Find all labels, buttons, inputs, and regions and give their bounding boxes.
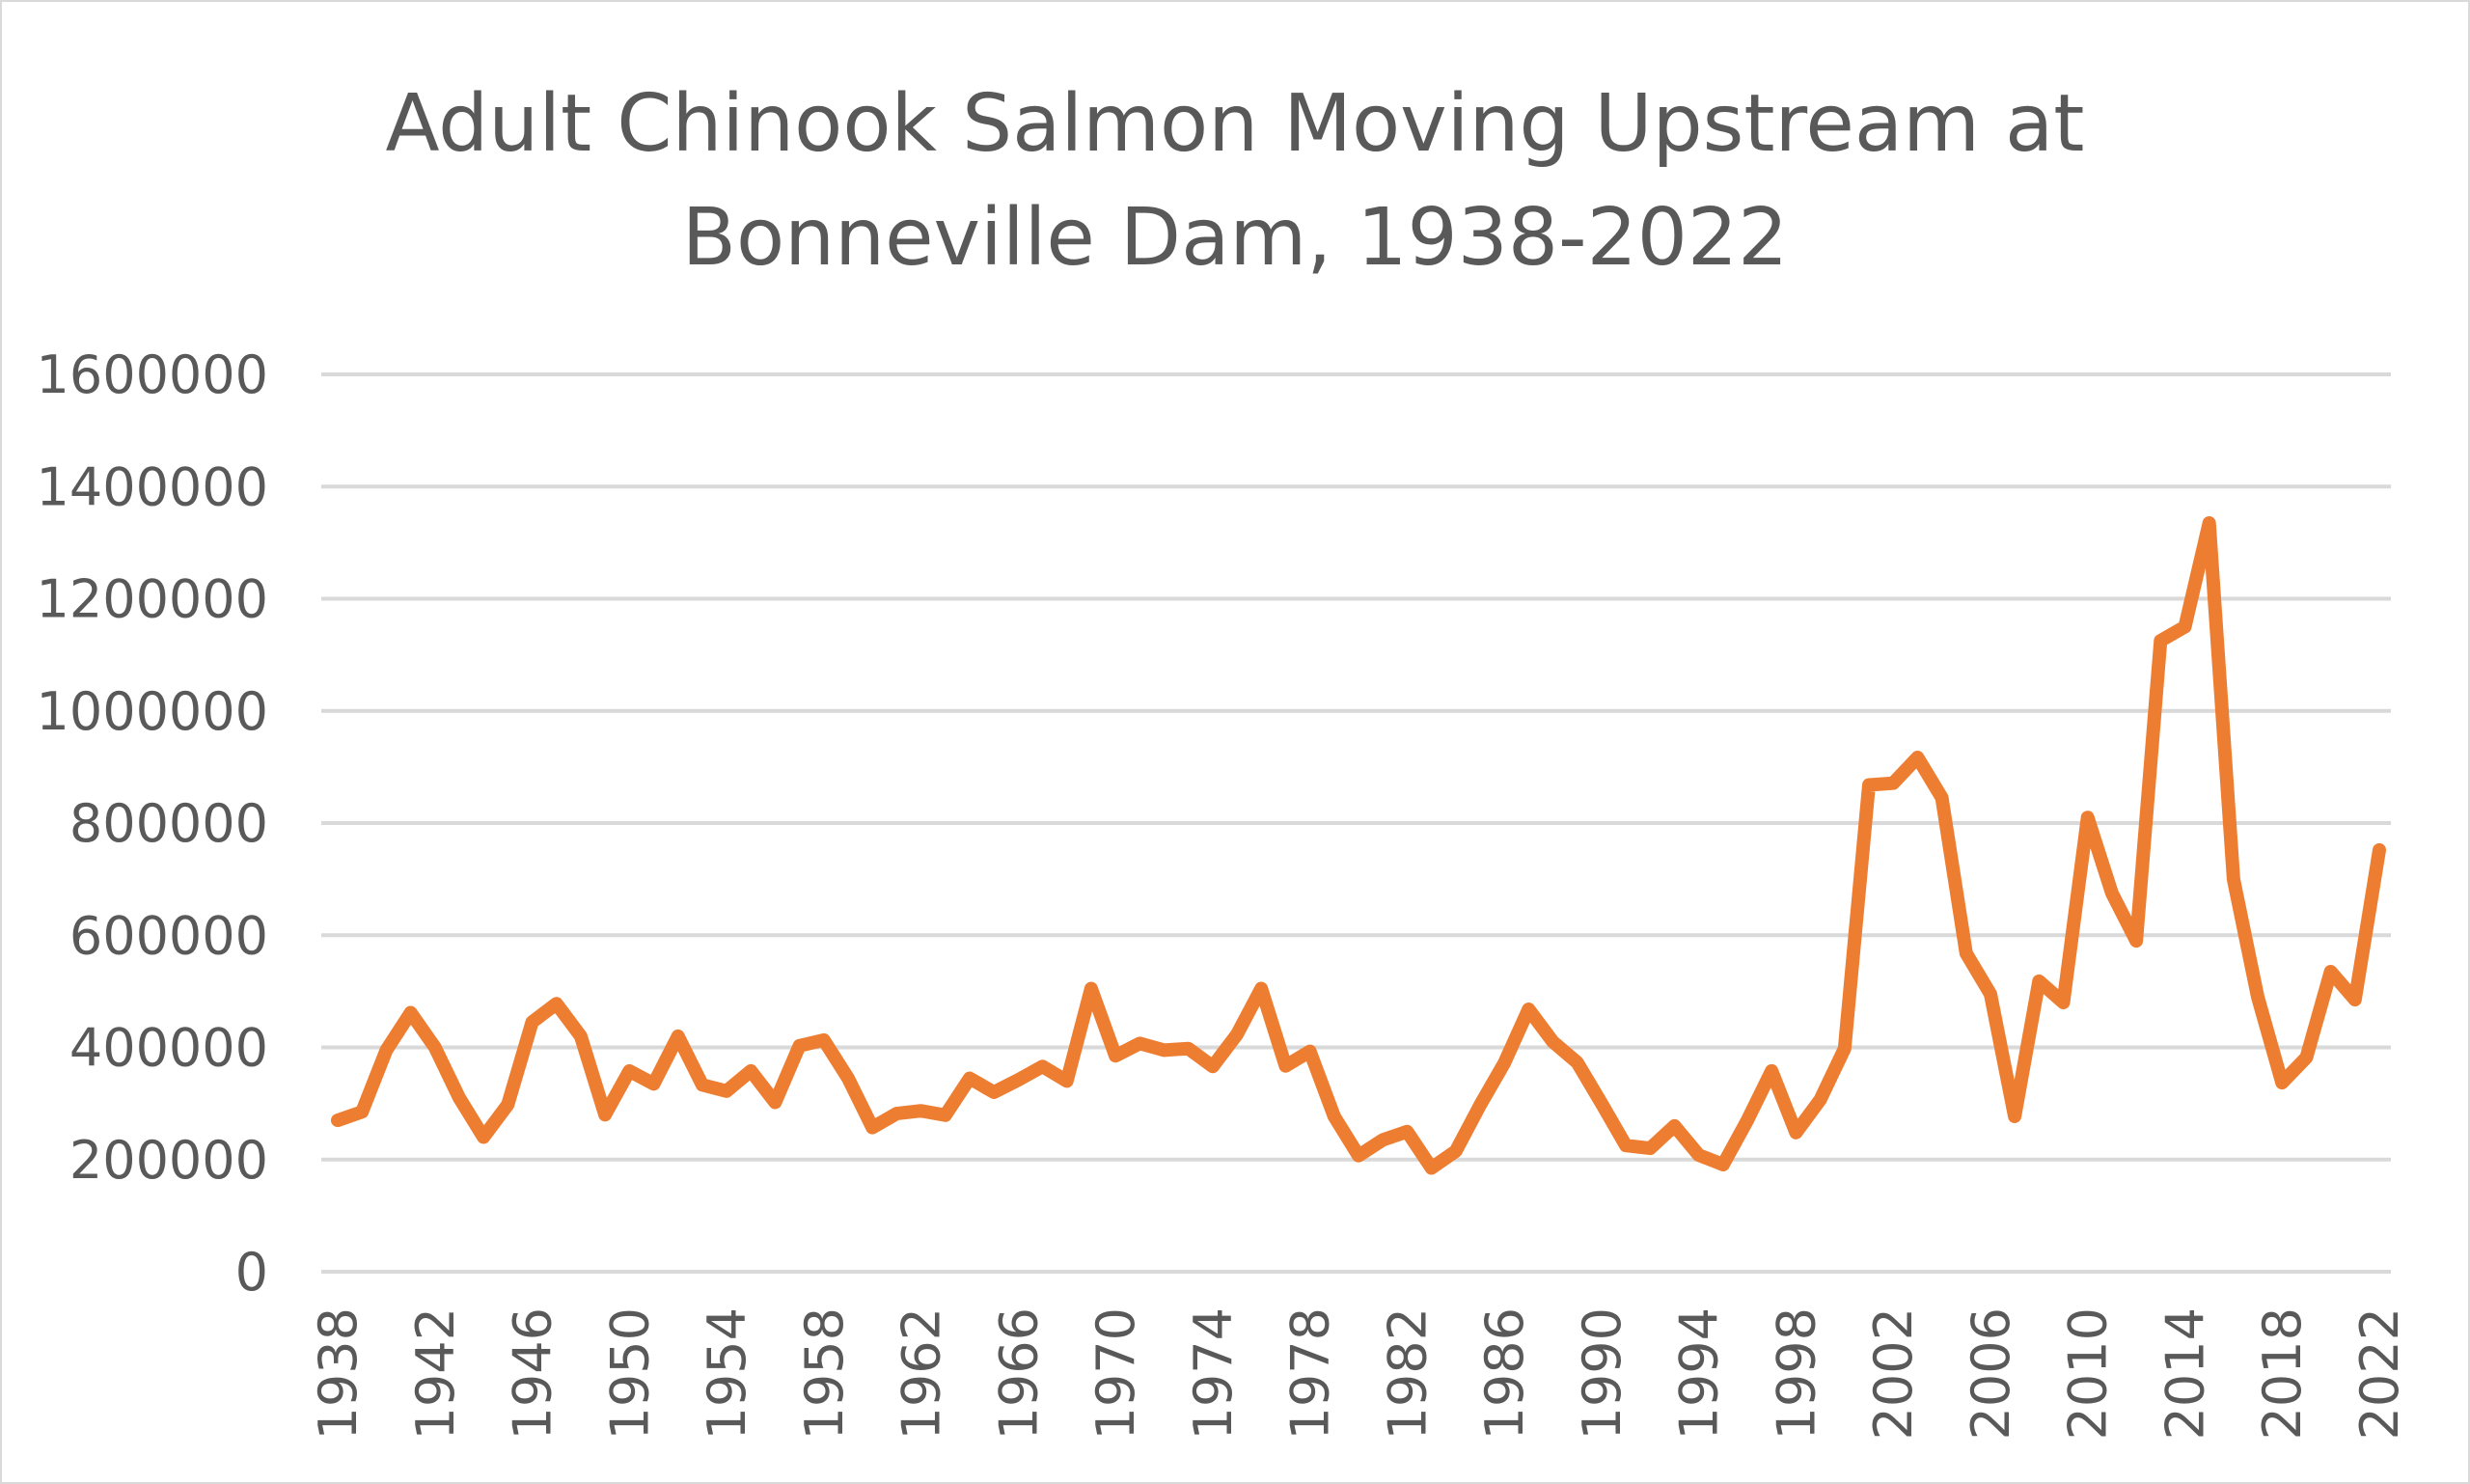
x-tick-label: 2010 xyxy=(2058,1307,2119,1440)
x-tick-label: 1950 xyxy=(599,1307,660,1440)
x-tick-label: 2022 xyxy=(2349,1307,2410,1440)
x-tick-label: 1966 xyxy=(988,1307,1049,1440)
x-tick-label: 1990 xyxy=(1572,1307,1633,1440)
series-line-0 xyxy=(331,516,2386,1175)
y-tick-label: 1400000 xyxy=(37,456,269,517)
chart-title-line-1: Adult Chinook Salmon Moving Upstream at xyxy=(385,78,2085,170)
x-tick-label: 1962 xyxy=(892,1307,952,1440)
x-tick-label: 1986 xyxy=(1474,1307,1535,1440)
y-tick-label: 0 xyxy=(235,1242,268,1303)
y-tick-label: 400000 xyxy=(69,1018,268,1079)
x-tick-label: 1994 xyxy=(1669,1307,1730,1440)
x-tick-label: 1998 xyxy=(1766,1307,1826,1440)
x-tick-label: 1942 xyxy=(405,1307,466,1440)
x-axis-tick-labels: 1938 1942 1946 1950 1954 1958 1962 1966 1970 1974… xyxy=(308,1307,2410,1440)
x-tick-label: 2002 xyxy=(1863,1307,1924,1440)
y-tick-label: 1200000 xyxy=(37,569,269,630)
y-tick-label: 200000 xyxy=(69,1130,268,1191)
x-tick-label: 2006 xyxy=(1961,1307,2021,1440)
x-tick-label: 1946 xyxy=(503,1307,563,1440)
x-tick-label: 1938 xyxy=(308,1307,369,1440)
chart-title: Adult Chinook Salmon Moving Upstream at … xyxy=(0,68,2470,295)
x-tick-label: 1974 xyxy=(1183,1307,1244,1440)
y-axis-tick-labels: 0 200000 400000 600000 800000 1000000 1200000 1… xyxy=(37,344,269,1303)
x-tick-label: 2014 xyxy=(2154,1307,2215,1440)
x-tick-label: 2018 xyxy=(2252,1307,2313,1440)
x-tick-label: 1954 xyxy=(697,1307,757,1440)
chart-title-line-2: Bonneville Dam, 1938-2022 xyxy=(681,192,1789,284)
x-tick-label: 1982 xyxy=(1377,1307,1438,1440)
y-tick-label: 800000 xyxy=(69,793,268,854)
series-layer xyxy=(331,516,2386,1175)
x-tick-label: 1978 xyxy=(1280,1307,1341,1440)
x-tick-label: 1970 xyxy=(1085,1307,1146,1440)
y-tick-label: 1000000 xyxy=(37,681,269,742)
y-tick-label: 1600000 xyxy=(37,344,269,405)
x-tick-label: 1958 xyxy=(794,1307,855,1440)
y-tick-label: 600000 xyxy=(69,905,268,966)
